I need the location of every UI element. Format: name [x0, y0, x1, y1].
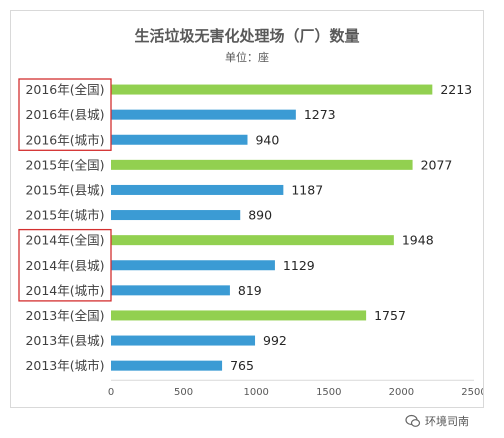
- value-label: 819: [238, 283, 262, 298]
- value-label: 940: [255, 132, 279, 147]
- chart-subtitle: 单位：座: [225, 50, 269, 64]
- bar: [111, 260, 275, 271]
- bar: [111, 310, 367, 321]
- watermark: 环境司南: [405, 413, 469, 429]
- x-tick-label: 1000: [243, 387, 268, 398]
- value-labels: 2213 1273 940 2077 1187 890 1948 1129 819 1757 992…: [230, 82, 472, 373]
- x-axis-ticks: 0 500 1000 1500 2000 2500: [108, 387, 483, 398]
- value-label: 1757: [374, 308, 406, 323]
- value-label: 765: [230, 358, 254, 373]
- bars-group: [111, 84, 433, 371]
- bar: [111, 134, 248, 145]
- category-label: 2016年(城市): [25, 132, 104, 147]
- wechat-icon: [405, 414, 421, 427]
- chart-frame: 生活垃圾无害化处理场（厂）数量 单位：座 2016年(全国) 2016年(县城) 2…: [10, 10, 484, 408]
- bar: [111, 159, 413, 170]
- category-label: 2014年(全国): [25, 233, 104, 248]
- category-label: 2013年(全国): [25, 308, 104, 323]
- x-tick-label: 0: [108, 387, 114, 398]
- value-label: 1948: [402, 233, 434, 248]
- value-label: 2213: [440, 82, 472, 97]
- category-label: 2015年(县城): [25, 182, 104, 197]
- value-label: 992: [263, 333, 287, 348]
- value-label: 1129: [283, 258, 315, 273]
- category-labels: 2016年(全国) 2016年(县城) 2016年(城市) 2015年(全国) 2015…: [25, 82, 104, 373]
- bar: [111, 109, 296, 120]
- bar: [111, 184, 284, 195]
- category-label: 2014年(城市): [25, 283, 104, 298]
- value-label: 890: [248, 208, 272, 223]
- category-label: 2014年(县城): [25, 258, 104, 273]
- bar-chart: 生活垃圾无害化处理场（厂）数量 单位：座 2016年(全国)2016年(县城)2…: [18, 27, 483, 398]
- x-tick-label: 2500: [461, 387, 483, 398]
- bar: [111, 360, 223, 371]
- bar: [111, 235, 394, 246]
- x-tick-label: 2000: [389, 387, 414, 398]
- value-label: 2077: [421, 157, 453, 172]
- category-label: 2016年(县城): [25, 107, 104, 122]
- chart-title: 生活垃圾无害化处理场（厂）数量: [134, 27, 359, 45]
- bar: [111, 210, 241, 221]
- x-tick-label: 1500: [316, 387, 341, 398]
- watermark-text: 环境司南: [425, 415, 469, 428]
- value-label: 1187: [291, 182, 323, 197]
- bar: [111, 285, 230, 296]
- bar: [111, 335, 256, 346]
- value-label: 1273: [304, 107, 336, 122]
- category-label: 2013年(县城): [25, 333, 104, 348]
- highlight-box: [18, 228, 112, 302]
- bar: [111, 84, 433, 95]
- highlight-box: [18, 78, 112, 151]
- highlight-boxes: [18, 78, 112, 302]
- category-label: 2013年(城市): [25, 358, 104, 373]
- category-label: 2015年(全国): [25, 157, 104, 172]
- x-tick-label: 500: [174, 387, 193, 398]
- category-label: 2015年(城市): [25, 208, 104, 223]
- category-label: 2016年(全国): [25, 82, 104, 97]
